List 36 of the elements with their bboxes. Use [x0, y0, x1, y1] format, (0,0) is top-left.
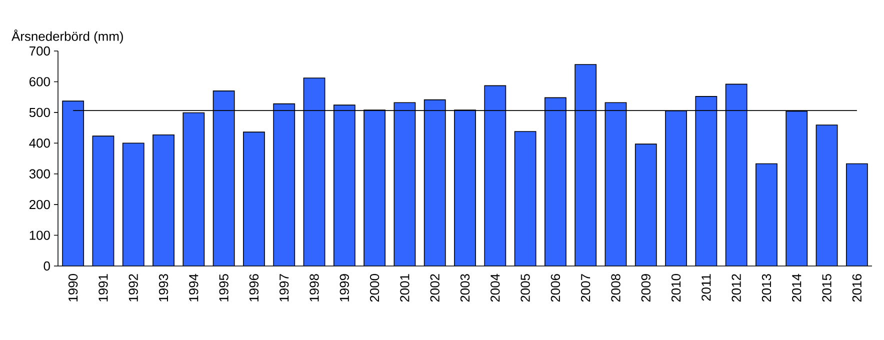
x-tick-label: 2014 — [792, 274, 802, 302]
x-tick-label: 2003 — [460, 274, 470, 302]
x-tick-label: 1997 — [280, 274, 289, 302]
x-tick-label: 1992 — [128, 274, 138, 302]
x-tick-label: 2013 — [762, 274, 772, 302]
y-tick-label: 0 — [44, 261, 50, 271]
x-tick-label: 1993 — [158, 274, 168, 302]
x-tick-label: 2002 — [430, 274, 440, 302]
x-tick-label: 1998 — [310, 274, 319, 302]
x-tick-label: 1995 — [219, 274, 228, 302]
x-tick-label: 2001 — [400, 274, 410, 302]
x-tick-label: 1999 — [340, 274, 349, 302]
y-tick-label: 500 — [29, 108, 50, 118]
x-tick-label: 1994 — [189, 274, 198, 302]
x-tick-label: 2000 — [370, 274, 380, 302]
y-tick-label: 300 — [29, 169, 50, 178]
y-axis-title: Årsnederbörd (mm) — [12, 30, 123, 44]
x-tick-label: 1991 — [98, 274, 108, 302]
x-tick-label: 2007 — [581, 274, 590, 302]
y-tick-label: 200 — [30, 200, 50, 210]
x-tick-label: 2016 — [852, 274, 862, 302]
x-tick-label: 2005 — [520, 274, 530, 302]
x-tick-label: 2008 — [611, 274, 620, 302]
x-tick-label: 2009 — [641, 274, 650, 302]
x-tick-label: 1990 — [68, 274, 78, 302]
y-tick-label: 100 — [30, 230, 50, 240]
x-tick-label: 2006 — [550, 274, 560, 302]
x-tick-label: 2011 — [702, 274, 711, 301]
x-tick-label: 1996 — [249, 274, 259, 302]
y-tick-label: 700 — [30, 46, 50, 56]
x-tick-label: 2010 — [671, 274, 681, 302]
y-tick-label: 400 — [29, 138, 50, 148]
x-tick-label: 2012 — [732, 274, 741, 302]
x-tick-label: 2004 — [490, 274, 500, 302]
y-tick-label: 600 — [30, 77, 50, 86]
x-tick-label: 2015 — [822, 274, 832, 302]
